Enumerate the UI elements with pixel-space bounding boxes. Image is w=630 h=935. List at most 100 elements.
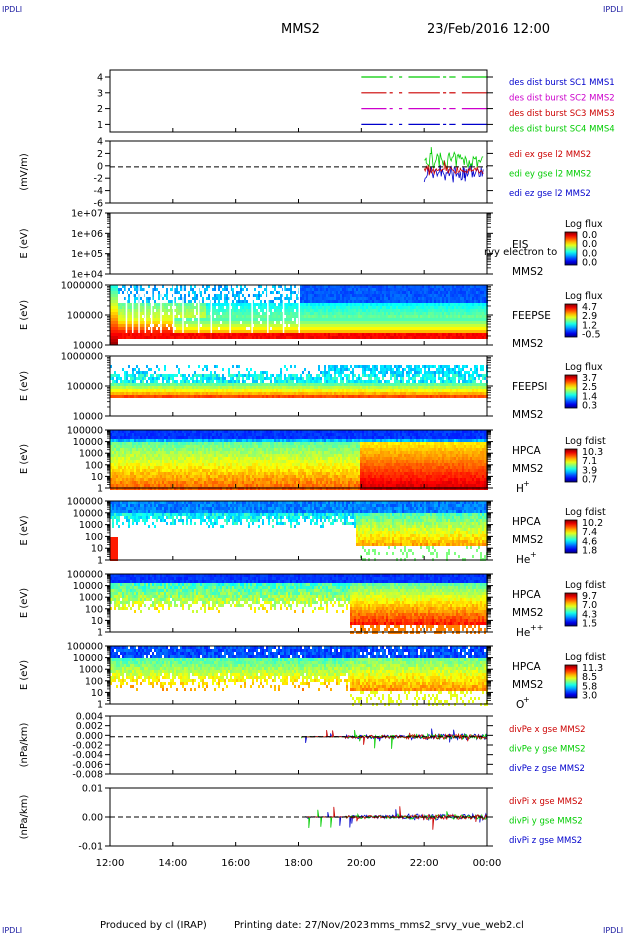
burst-ytick-label: 3: [97, 88, 103, 99]
eis-frame: [110, 213, 487, 274]
hpca_h-ytick-label: 10000: [73, 437, 103, 448]
divpe-frame: [110, 716, 487, 774]
hpca_o-ytick-label: 1: [97, 700, 103, 711]
burst-ytick-label: 4: [97, 73, 103, 84]
x-tick-label: 14:00: [158, 858, 187, 869]
hpca_o-ylabel: E (eV): [19, 660, 30, 690]
burst-frame: [110, 70, 487, 132]
feeps_i-spectrogram: [110, 365, 488, 398]
edi-traces: [424, 147, 483, 182]
x-tick-label: 20:00: [347, 858, 376, 869]
divpi-legend-2: divPi y gse MMS2: [509, 817, 583, 827]
edi-ylabel: (mV/m): [19, 153, 30, 191]
burst-legend-3: des dist burst SC3 MMS3: [509, 109, 615, 119]
edi-legend-3: edi ez gse l2 MMS2: [509, 189, 591, 199]
feeps_i-spacecraft: MMS2: [512, 409, 543, 421]
hpca_hepp-colorbar: [565, 593, 577, 626]
divpi-legend-1: divPi x gse MMS2: [509, 797, 583, 807]
footer-produced-by: Produced by cl (IRAP): [100, 920, 207, 931]
hpca_h-spectrogram: [110, 430, 488, 490]
hpca_he-spacecraft: MMS2: [512, 534, 543, 546]
divpe-legend-1: divPe x gse MMS2: [509, 725, 586, 735]
burst-ytick-label: 2: [97, 104, 103, 115]
edi-legend-1: edi ex gse l2 MMS2: [509, 150, 591, 160]
hpca_hepp-ytick-label: 1000: [79, 593, 103, 604]
eis-ytick-label: 1e+07: [71, 209, 103, 220]
hpca_he-spectrogram: [110, 501, 488, 561]
x-tick-label: 22:00: [410, 858, 439, 869]
burst-legend-1: des dist burst SC1 MMS1: [509, 78, 615, 88]
feeps_i-colorbar-title: Log flux: [565, 362, 603, 373]
hpca_h-instrument: HPCA: [512, 445, 542, 457]
divpe-ytick-label: -0.008: [72, 770, 103, 781]
hpca_he-ytick-label: 10: [91, 544, 103, 555]
hpca_o-ytick-label: 1000: [79, 665, 103, 676]
hpca_o-spacecraft: MMS2: [512, 679, 543, 691]
divpe-ylabel: (nPa/km): [19, 723, 30, 768]
divpe-traces: [302, 729, 487, 749]
divpi-ytick-label: -0.01: [78, 842, 103, 853]
edi-ytick-label: -4: [94, 186, 103, 197]
feeps_i-ylabel: E (eV): [19, 371, 30, 401]
hpca_hepp-charge: ++: [530, 623, 543, 632]
divpi-traces: [305, 806, 487, 829]
hpca_hepp-colorbar-value: 1.5: [582, 619, 597, 630]
edi-ytick-label: 2: [97, 149, 103, 160]
footer-printing-date: Printing date: 27/Nov/2023: [234, 920, 369, 931]
hpca_he-ytick-label: 1000: [79, 520, 103, 531]
hpca_hepp-ytick-label: 10: [91, 616, 103, 627]
hpca_hepp-instrument: HPCA: [512, 589, 542, 601]
hpca_h-colorbar: [565, 449, 577, 482]
hpca_h-ylabel: E (eV): [19, 444, 30, 474]
hpca_he-charge: +: [530, 550, 537, 559]
x-tick-label: 12:00: [96, 858, 125, 869]
hpca_h-spacecraft: MMS2: [512, 463, 543, 475]
feeps_e-ytick-label: 100000: [67, 311, 103, 322]
feeps_e-spectrogram: [110, 285, 488, 345]
feeps_e-instrument: FEEPSE: [512, 310, 551, 322]
hpca_h-colorbar-value: 0.7: [582, 475, 597, 486]
burst-ytick-label: 1: [97, 120, 103, 131]
edi-ytick-label: -2: [94, 174, 103, 185]
feeps_i-ytick-label: 10000: [73, 412, 103, 423]
hpca_hepp-species: He: [516, 627, 530, 639]
burst-legend-4: des dist burst SC4 MMS4: [509, 125, 615, 135]
eis-colorbar-value: 0.0: [582, 258, 597, 269]
feeps_e-ytick-label: 1000000: [61, 281, 103, 292]
eis-colorbar-title: Log flux: [565, 219, 603, 230]
hpca_hepp-ytick-label: 100000: [67, 570, 103, 581]
footer-filename: mms_mms2_srvy_vue_web2.cl: [370, 920, 524, 931]
eis-spacecraft: MMS2: [512, 266, 543, 278]
hpca_he-colorbar-value: 1.8: [582, 546, 597, 557]
divpe-legend-3: divPe z gse MMS2: [509, 764, 585, 774]
feeps_e-colorbar-title: Log flux: [565, 291, 603, 302]
hpca_he-ytick-label: 100000: [67, 497, 103, 508]
divpi-ytick-label: 0.01: [82, 784, 103, 795]
divpi-ylabel: (nPa/km): [19, 795, 30, 840]
hpca_he-ytick-label: 1: [97, 556, 103, 567]
eis-colorbar: [565, 232, 577, 265]
hpca_he-species: He: [516, 554, 530, 566]
hpca_hepp-colorbar-title: Log fdist: [565, 580, 606, 591]
hpca_o-colorbar: [565, 665, 577, 698]
hpca_h-ytick-label: 100000: [67, 426, 103, 437]
burst-legend-2: des dist burst SC2 MMS2: [509, 94, 615, 104]
hpca_o-spectrogram: [110, 646, 488, 706]
feeps_i-ytick-label: 100000: [67, 382, 103, 393]
hpca_o-ytick-label: 100000: [67, 642, 103, 653]
divpi-ytick-label: 0.00: [82, 813, 103, 824]
hpca_hepp-ytick-label: 1: [97, 628, 103, 639]
feeps_e-ylabel: E (eV): [19, 300, 30, 330]
hpca_he-colorbar-title: Log fdist: [565, 507, 606, 518]
eis-ytick-label: 1e+06: [71, 229, 103, 240]
hpca_hepp-ytick-label: 10000: [73, 581, 103, 592]
feeps_e-ytick-label: 10000: [73, 341, 103, 352]
hpca_he-ytick-label: 100: [85, 532, 103, 543]
x-tick-label: 18:00: [284, 858, 313, 869]
hpca_o-ytick-label: 100: [85, 676, 103, 687]
feeps_e-spacecraft: MMS2: [512, 338, 543, 350]
feeps_i-colorbar-value: 0.3: [582, 401, 597, 412]
x-tick-label: 00:00: [473, 858, 502, 869]
hpca_h-ytick-label: 10: [91, 472, 103, 483]
